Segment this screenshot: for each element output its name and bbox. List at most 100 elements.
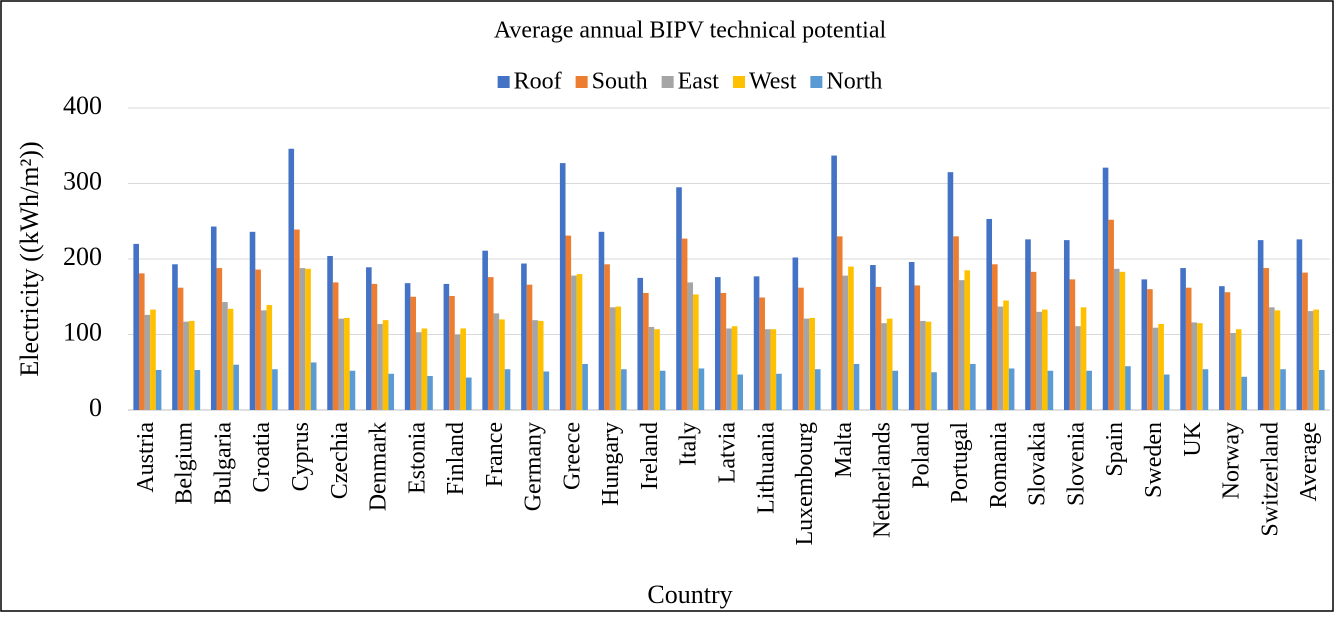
bar: [892, 370, 899, 410]
bar: [659, 370, 666, 410]
bar: [1224, 292, 1231, 410]
legend-label: West: [749, 69, 797, 95]
bar: [216, 268, 223, 410]
bar: [294, 229, 300, 410]
bar: [1280, 369, 1286, 410]
legend-label: East: [678, 69, 720, 95]
bar: [947, 172, 954, 410]
x-tick-label: Estonia: [404, 422, 430, 494]
x-tick-label: Hungary: [598, 422, 624, 506]
x-tick-label: Slovenia: [1063, 422, 1089, 506]
x-tick-label: Switzerland: [1257, 422, 1283, 537]
bar: [272, 369, 278, 410]
bar: [1008, 368, 1015, 410]
bar: [693, 294, 699, 410]
bar: [1269, 307, 1275, 410]
bar: [382, 320, 389, 410]
bar: [1003, 300, 1009, 410]
y-tick-label: 300: [63, 166, 102, 195]
bar: [288, 148, 295, 410]
bar: [870, 265, 876, 410]
bar: [255, 269, 261, 410]
legend-swatch: [497, 76, 510, 88]
x-tick-label: Sweden: [1141, 422, 1167, 498]
bar: [299, 268, 306, 410]
bar: [504, 369, 511, 410]
bar: [676, 187, 682, 410]
bar: [1307, 311, 1314, 410]
y-tick-label: 100: [63, 317, 102, 346]
bar: [332, 282, 339, 410]
bar: [997, 306, 1004, 410]
bar: [344, 317, 350, 410]
bar: [970, 363, 976, 410]
bar: [1080, 307, 1087, 410]
bar: [831, 155, 837, 410]
bar: [443, 283, 450, 410]
bar: [1274, 310, 1281, 410]
bar: [836, 236, 843, 410]
bar: [1047, 370, 1054, 410]
bar: [925, 321, 932, 410]
bar: [1069, 279, 1076, 410]
bar: [1180, 268, 1186, 410]
bar: [449, 295, 455, 410]
bar: [138, 273, 145, 410]
bar: [764, 329, 771, 410]
bar: [210, 226, 217, 410]
bar: [958, 280, 965, 410]
bar: [1030, 271, 1037, 410]
bar: [1313, 309, 1320, 410]
x-tick-label: Average: [1296, 422, 1322, 502]
x-tick-label: Spain: [1102, 422, 1128, 477]
x-tick-label: Greece: [559, 422, 585, 490]
bar: [1063, 240, 1070, 410]
x-tick-label: Denmark: [366, 422, 392, 511]
bar: [798, 287, 804, 410]
bar: [853, 363, 860, 410]
bar: [377, 323, 383, 410]
legend-swatch: [732, 76, 745, 88]
bar: [1102, 167, 1109, 410]
bar: [1219, 286, 1225, 410]
bar: [1257, 240, 1264, 410]
bar: [227, 308, 234, 410]
x-tick-label: Austria: [133, 422, 159, 493]
x-tick-label: Belgium: [172, 422, 198, 505]
bar: [1235, 329, 1242, 410]
bar: [1191, 322, 1198, 410]
x-tick-label: Romania: [986, 422, 1012, 509]
bar: [875, 286, 882, 410]
bar: [1152, 327, 1159, 410]
bar: [388, 373, 395, 410]
x-axis-title: Country: [647, 580, 732, 609]
bar: [1041, 309, 1048, 410]
bar: [698, 368, 705, 410]
legend-swatch: [661, 76, 674, 88]
bar: [920, 320, 926, 410]
y-tick-label: 400: [63, 91, 102, 120]
bar: [521, 263, 527, 410]
x-tick-label: Cyprus: [288, 422, 314, 491]
bar: [454, 334, 461, 410]
bar: [687, 282, 694, 410]
x-tick-label: Norway: [1219, 422, 1245, 499]
bar: [1025, 239, 1031, 410]
bar: [776, 373, 782, 410]
bar: [1185, 287, 1192, 410]
y-tick-label: 0: [89, 393, 102, 422]
bar: [194, 369, 201, 410]
bar: [183, 321, 189, 410]
bar: [621, 369, 627, 410]
y-axis-title: Electricity ((kWh/m²)): [15, 141, 44, 376]
bar: [609, 307, 616, 410]
bar: [1263, 268, 1270, 410]
x-tick-label: Finland: [443, 422, 469, 495]
bar: [410, 296, 417, 410]
bar: [753, 276, 760, 410]
bar: [1230, 332, 1236, 410]
bar: [338, 318, 345, 410]
bar: [1296, 239, 1303, 410]
x-tick-label: Slovakia: [1025, 422, 1051, 506]
bar: [465, 377, 472, 410]
